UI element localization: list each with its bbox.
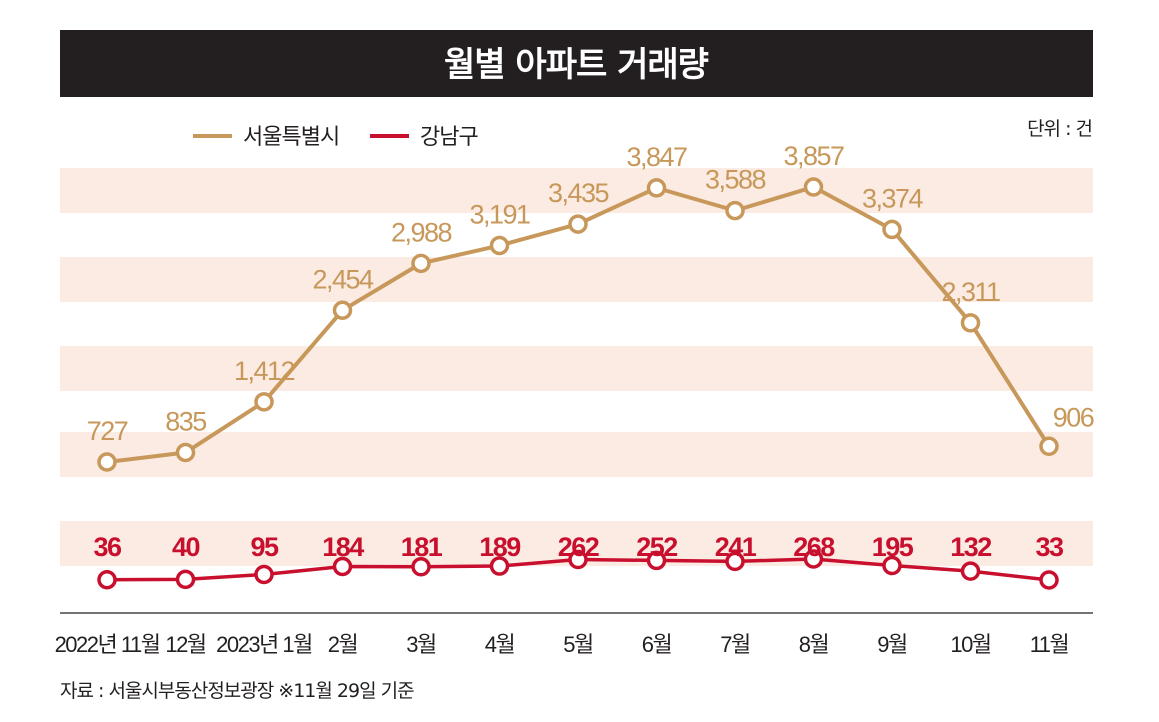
background-band (60, 432, 1093, 477)
seoul-point (568, 214, 588, 234)
legend-label-gangnam: 강남구 (420, 125, 478, 150)
chart-title: 월별 아파트 거래량 (444, 45, 709, 85)
background-band (60, 346, 1093, 391)
gangnam-point (175, 569, 196, 590)
seoul-data-label: 3,435 (548, 178, 609, 208)
gangnam-data-label: 95 (250, 532, 279, 562)
series-seoul: 727 835 1,412 2,454 2,988 3,191 3,435 3,847 3,58… (87, 141, 1095, 472)
gangnam-data-label: 262 (558, 532, 599, 562)
gangnam-data-label: 268 (793, 532, 835, 562)
gangnam-point (332, 556, 353, 577)
series-gangnam: 36 40 95 184 181 189 262 252 241 268 195 132 33 (93, 532, 1065, 590)
background-band (60, 168, 1093, 213)
background-band (60, 257, 1093, 302)
gangnam-point (646, 550, 667, 571)
x-axis-ticks: 2022년 11월 12월 2023년 1월 2월 3월 4월 5월 6월 7월 8월 9월 10월 1… (55, 632, 1070, 657)
gangnam-point (97, 569, 117, 590)
gangnam-point (882, 555, 902, 576)
gangnam-data-label: 33 (1035, 532, 1064, 562)
seoul-point (411, 253, 431, 274)
gangnam-data-label: 189 (479, 532, 521, 562)
gangnam-data-label: 184 (322, 532, 364, 562)
gangnam-point (1039, 570, 1059, 590)
legend: 서울특별시 강남구 (193, 125, 479, 150)
seoul-data-label: 3,847 (626, 142, 687, 172)
x-tick-label: 5월 (563, 632, 593, 657)
seoul-data-label: 3,588 (705, 165, 766, 195)
x-tick-label: 7월 (720, 632, 750, 657)
seoul-data-label: 2,454 (312, 264, 374, 294)
x-tick-label: 2022년 11월 (55, 632, 160, 657)
seoul-data-label: 835 (165, 407, 206, 437)
gangnam-point (960, 561, 981, 581)
legend-label-seoul: 서울특별시 (243, 125, 339, 150)
unit-label: 단위 : 건 (1027, 118, 1092, 140)
seoul-point (332, 300, 353, 321)
gangnam-point (568, 549, 588, 570)
seoul-data-label: 906 (1053, 402, 1094, 432)
x-tick-label: 8월 (799, 632, 829, 657)
x-tick-label: 4월 (485, 632, 515, 657)
source-note: 자료 : 서울시부동산정보광장 ※11월 29일 기준 (60, 680, 414, 702)
gangnam-data-label: 252 (636, 532, 677, 562)
gangnam-point (803, 549, 824, 569)
seoul-point (960, 313, 981, 333)
seoul-data-label: 1,412 (234, 356, 295, 386)
seoul-point (803, 177, 824, 197)
x-tick-label: 12월 (165, 632, 205, 657)
gangnam-data-label: 36 (93, 532, 122, 562)
title-bar (60, 30, 1093, 97)
gangnam-data-label: 132 (950, 532, 991, 562)
x-tick-label: 2월 (328, 632, 358, 657)
seoul-data-label: 2,988 (391, 217, 452, 247)
seoul-data-label: 727 (87, 416, 128, 446)
seoul-data-label: 3,857 (783, 141, 844, 171)
x-tick-label: 2023년 1월 (216, 632, 312, 657)
x-tick-label: 9월 (877, 632, 907, 657)
gangnam-data-label: 195 (872, 532, 914, 562)
seoul-point (175, 442, 196, 463)
seoul-point (882, 219, 902, 240)
gangnam-data-label: 241 (715, 532, 757, 562)
x-tick-label: 6월 (642, 632, 672, 657)
seoul-data-label: 3,374 (862, 183, 924, 213)
seoul-point (646, 178, 667, 198)
gangnam-point (725, 551, 745, 572)
seoul-point (725, 200, 745, 221)
gangnam-data-label: 181 (401, 532, 443, 562)
seoul-point (489, 235, 510, 256)
x-tick-label: 11월 (1030, 632, 1069, 657)
seoul-data-label: 2,311 (941, 277, 1000, 307)
x-tick-label: 10월 (950, 632, 990, 657)
gangnam-point (254, 564, 274, 585)
seoul-data-label: 3,191 (469, 200, 530, 230)
gangnam-point (411, 557, 431, 577)
seoul-point (1039, 436, 1059, 457)
seoul-point (254, 392, 274, 412)
gangnam-data-label: 40 (172, 532, 200, 562)
x-tick-label: 3월 (406, 632, 436, 657)
seoul-point (97, 452, 117, 472)
gangnam-point (489, 556, 510, 576)
